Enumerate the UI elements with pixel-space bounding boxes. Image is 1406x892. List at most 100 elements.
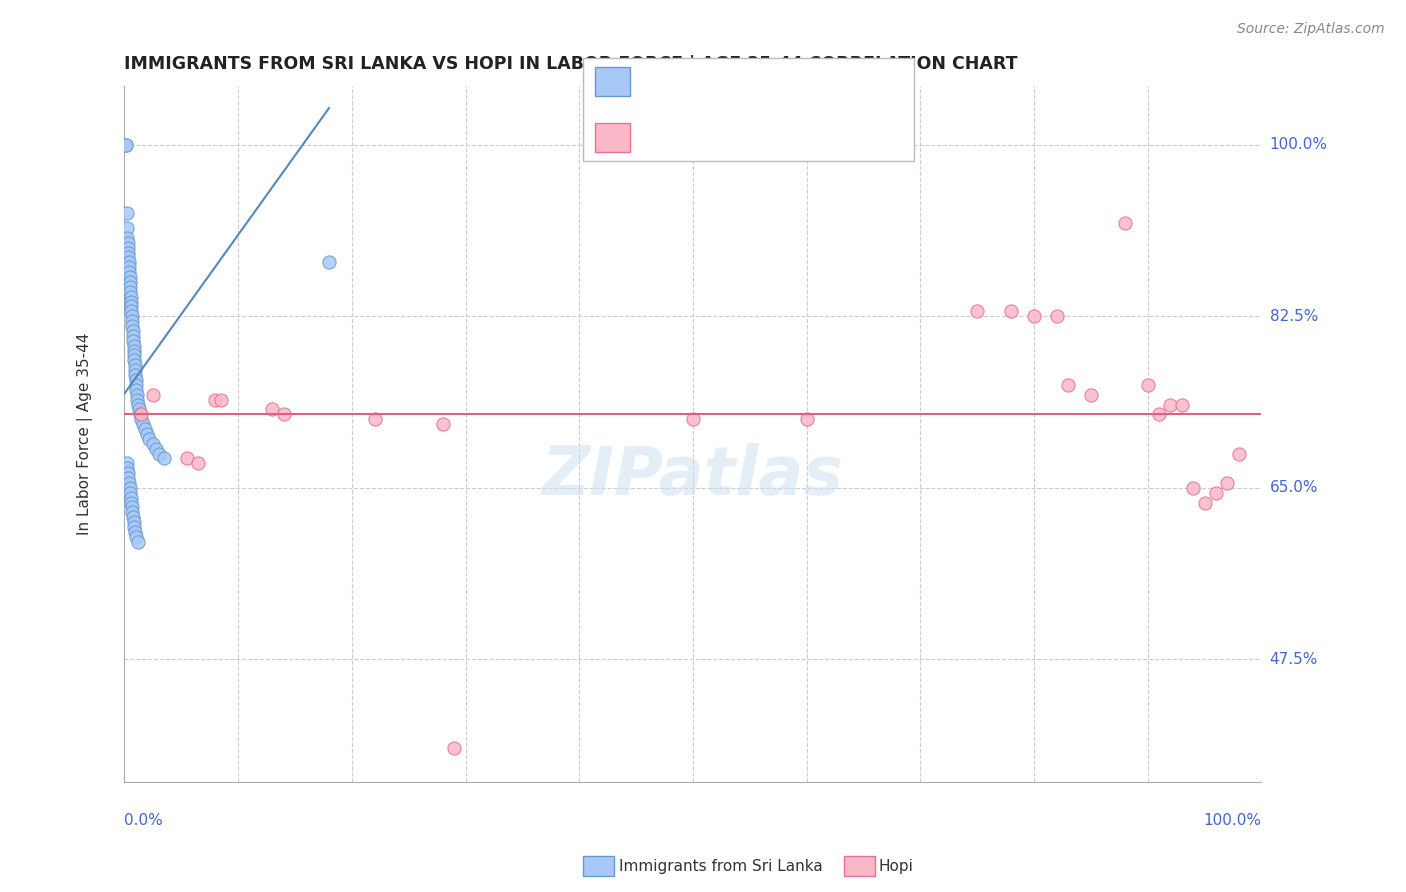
- Point: [120, 294, 142, 309]
- Point: [1057, 377, 1080, 392]
- Point: [363, 412, 385, 426]
- Point: [128, 402, 150, 417]
- Text: R = -0.003   N = 29: R = -0.003 N = 29: [637, 128, 800, 146]
- Point: [1000, 304, 1022, 318]
- Point: [209, 392, 232, 407]
- Point: [121, 314, 143, 328]
- Point: [120, 290, 142, 304]
- Point: [117, 471, 139, 485]
- Point: [120, 280, 142, 294]
- Point: [1136, 377, 1159, 392]
- Point: [1194, 495, 1216, 509]
- Point: [117, 461, 139, 475]
- Point: [120, 300, 142, 314]
- Point: [1205, 485, 1227, 500]
- Point: [121, 500, 143, 515]
- Point: [153, 451, 176, 466]
- Point: [124, 353, 146, 368]
- Point: [115, 137, 138, 152]
- Point: [125, 530, 148, 544]
- Point: [138, 432, 160, 446]
- Point: [131, 412, 153, 426]
- Point: [129, 407, 152, 421]
- Point: [318, 255, 340, 269]
- Point: [120, 495, 142, 509]
- Point: [121, 505, 143, 519]
- Text: R =  0.344   N = 68: R = 0.344 N = 68: [637, 72, 799, 91]
- Point: [131, 417, 153, 431]
- Point: [120, 304, 142, 318]
- Point: [1171, 397, 1194, 411]
- Point: [122, 334, 145, 348]
- Point: [1182, 481, 1205, 495]
- Point: [1046, 310, 1069, 324]
- Point: [1159, 397, 1181, 411]
- Point: [1227, 446, 1250, 460]
- Point: [443, 740, 465, 755]
- Point: [1216, 475, 1239, 490]
- Point: [796, 412, 818, 426]
- Point: [145, 442, 167, 456]
- Point: [118, 475, 141, 490]
- Point: [122, 349, 145, 363]
- Point: [122, 515, 145, 529]
- Point: [121, 310, 143, 324]
- Point: [1114, 216, 1136, 230]
- Text: 47.5%: 47.5%: [1270, 652, 1317, 667]
- Point: [118, 255, 141, 269]
- Point: [120, 485, 142, 500]
- Point: [117, 466, 139, 480]
- Point: [125, 387, 148, 401]
- Point: [127, 534, 149, 549]
- Point: [117, 231, 139, 245]
- Point: [122, 339, 145, 353]
- Point: [124, 359, 146, 373]
- Point: [1147, 407, 1170, 421]
- Point: [117, 241, 139, 255]
- Point: [682, 412, 704, 426]
- Text: 100.0%: 100.0%: [1270, 137, 1327, 153]
- Point: [134, 422, 156, 436]
- Point: [148, 446, 170, 460]
- Point: [127, 397, 149, 411]
- Point: [115, 221, 138, 235]
- Text: Immigrants from Sri Lanka: Immigrants from Sri Lanka: [619, 859, 823, 873]
- Point: [1080, 387, 1102, 401]
- Text: IMMIGRANTS FROM SRI LANKA VS HOPI IN LABOR FORCE | AGE 35-44 CORRELATION CHART: IMMIGRANTS FROM SRI LANKA VS HOPI IN LAB…: [124, 55, 1018, 73]
- Point: [122, 343, 145, 358]
- Point: [121, 319, 143, 334]
- Point: [118, 270, 141, 285]
- Text: In Labor Force | Age 35-44: In Labor Force | Age 35-44: [76, 333, 93, 535]
- Point: [187, 456, 209, 470]
- Point: [262, 402, 284, 417]
- Point: [204, 392, 226, 407]
- Point: [142, 436, 165, 450]
- Point: [966, 304, 988, 318]
- Point: [273, 407, 295, 421]
- Point: [118, 275, 141, 289]
- Point: [124, 363, 146, 377]
- Point: [115, 456, 138, 470]
- Point: [117, 251, 139, 265]
- Point: [131, 407, 153, 421]
- Point: [125, 383, 148, 397]
- Text: 82.5%: 82.5%: [1270, 309, 1317, 324]
- Point: [176, 451, 198, 466]
- Point: [122, 520, 145, 534]
- Point: [142, 387, 165, 401]
- Text: Hopi: Hopi: [879, 859, 914, 873]
- Point: [115, 137, 138, 152]
- Point: [117, 245, 139, 260]
- Text: 65.0%: 65.0%: [1270, 481, 1319, 495]
- Point: [120, 491, 142, 505]
- Point: [121, 324, 143, 338]
- Point: [120, 285, 142, 299]
- Point: [124, 524, 146, 539]
- Text: ZIPatlas: ZIPatlas: [541, 442, 844, 508]
- Point: [118, 265, 141, 279]
- Point: [1022, 310, 1045, 324]
- Point: [122, 510, 145, 524]
- Point: [124, 368, 146, 382]
- Point: [125, 377, 148, 392]
- Text: Source: ZipAtlas.com: Source: ZipAtlas.com: [1237, 22, 1385, 37]
